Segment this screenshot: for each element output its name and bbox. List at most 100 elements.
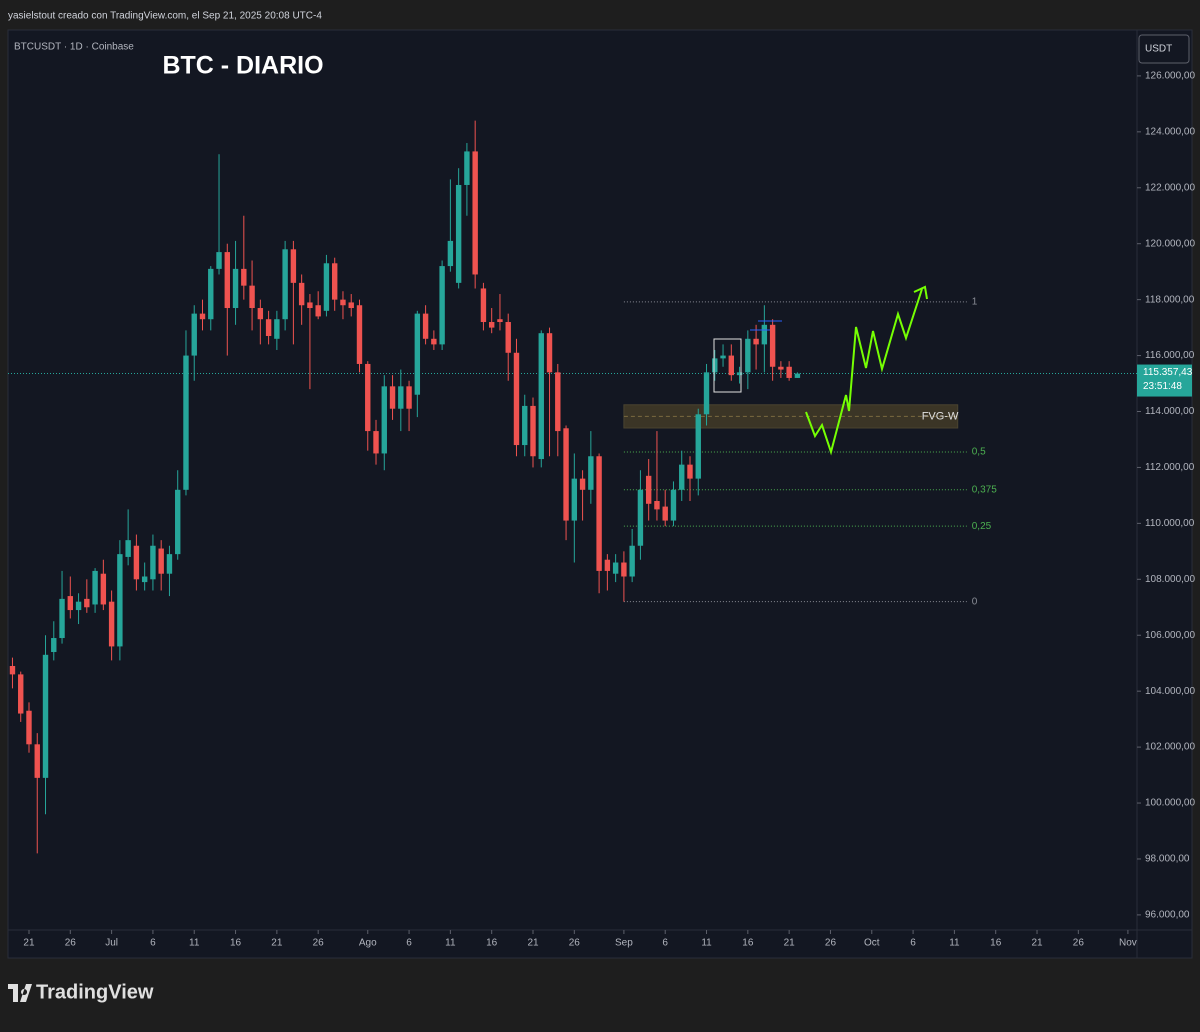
candle-body: [745, 338, 751, 373]
fib-label: 0,5: [972, 447, 986, 458]
candle-body: [447, 240, 454, 267]
candle-body: [546, 333, 553, 373]
x-tick-label: 6: [406, 938, 412, 949]
candle-body: [340, 299, 346, 306]
x-tick-label: 26: [569, 938, 581, 949]
logo-mark: [8, 984, 32, 1002]
candle-body: [530, 405, 536, 457]
fvg-label: FVG-W: [922, 410, 959, 422]
fib-label: 1: [972, 297, 978, 308]
x-tick-label: 26: [65, 938, 77, 949]
candle-body: [92, 570, 98, 605]
x-tick-label: 6: [910, 938, 916, 949]
candle-body: [439, 266, 445, 345]
fib-label: 0: [972, 596, 978, 607]
y-tick-label: 110.000,00: [1145, 518, 1195, 529]
candle-body: [108, 601, 115, 647]
x-tick-label: 6: [150, 938, 156, 949]
y-tick-label: 116.000,00: [1145, 350, 1195, 361]
y-tick-label: 112.000,00: [1145, 462, 1195, 473]
y-tick-label: 104.000,00: [1145, 686, 1195, 697]
candle-body: [720, 355, 726, 359]
price-countdown: 23:51:48: [1143, 381, 1182, 392]
candle-body: [522, 405, 528, 446]
plot: 96.000,0098.000,00100.000,00102.000,0010…: [8, 71, 1195, 949]
candle-body: [373, 431, 379, 454]
candle-body: [348, 302, 354, 309]
x-tick-label: 16: [990, 938, 1002, 949]
candle-body: [472, 151, 478, 275]
fib-label: 0,25: [972, 521, 992, 532]
logo: TradingView: [36, 981, 154, 1003]
candle-body: [604, 559, 611, 571]
candle-body: [422, 313, 429, 339]
candle-body: [100, 573, 107, 605]
candle-body: [323, 263, 330, 311]
x-tick-label: 16: [230, 938, 242, 949]
symbol: BTCUSDT · 1D · Coinbase: [14, 42, 134, 53]
candle-body: [555, 372, 561, 432]
candle-body: [488, 322, 495, 328]
candle-body: [67, 596, 73, 611]
candle-body: [75, 601, 82, 611]
candle-body: [381, 386, 387, 454]
y-tick-label: 120.000,00: [1145, 238, 1195, 249]
candle-body: [208, 268, 214, 320]
drawing-box: [713, 338, 742, 393]
candle-body: [274, 319, 280, 339]
y-tick-label: 102.000,00: [1145, 742, 1195, 753]
candle-body: [414, 313, 421, 395]
currency-box: [1138, 34, 1190, 64]
candle-body: [51, 638, 57, 653]
y-tick-label: 124.000,00: [1145, 126, 1195, 137]
candle-body: [406, 386, 412, 409]
candle-body: [158, 548, 164, 574]
candle-body: [464, 151, 470, 185]
y-tick-label: 118.000,00: [1145, 294, 1195, 305]
candle-body: [563, 428, 569, 521]
candle-body: [290, 249, 297, 283]
x-tick-label: 11: [445, 938, 456, 949]
projection-arrowhead: [913, 285, 928, 300]
candle-body: [687, 464, 693, 479]
currency: USDT: [1145, 44, 1172, 55]
candle-body: [728, 355, 735, 376]
candle-body: [117, 554, 123, 647]
candle-body: [183, 355, 189, 490]
candle-body: [497, 319, 503, 323]
candle-body: [612, 562, 619, 574]
candle-body: [794, 373, 801, 378]
candle-body: [191, 313, 197, 356]
candle-body: [224, 252, 230, 309]
candle-body: [670, 489, 677, 521]
x-tick-label: 21: [527, 938, 539, 949]
y-tick-label: 106.000,00: [1145, 630, 1195, 641]
candle-body: [389, 386, 396, 409]
candle-body: [398, 386, 404, 409]
candle-body: [513, 352, 520, 446]
x-tick-label: 16: [486, 938, 498, 949]
candle-body: [662, 506, 668, 521]
candle-body: [769, 324, 776, 367]
candle-body: [249, 285, 255, 309]
candle-body: [596, 456, 602, 571]
projection-path: [805, 288, 923, 456]
candle-body: [216, 252, 222, 269]
candle-body: [175, 489, 181, 555]
x-tick-label: 26: [1073, 938, 1085, 949]
header-text: yasielstout creado con TradingView.com, …: [8, 11, 322, 22]
candle-body: [621, 562, 627, 577]
price-label: 115.357,43: [1143, 367, 1193, 378]
y-tick-label: 96.000,00: [1145, 910, 1190, 921]
candle-body: [654, 500, 660, 510]
candle-body: [150, 545, 156, 580]
candle-body: [778, 366, 784, 370]
candle-body: [241, 268, 247, 286]
candle-body: [786, 366, 792, 378]
y-tick-label: 122.000,00: [1145, 182, 1195, 193]
y-tick-label: 126.000,00: [1145, 71, 1195, 82]
candle-body: [455, 184, 462, 283]
candle-body: [637, 489, 644, 546]
